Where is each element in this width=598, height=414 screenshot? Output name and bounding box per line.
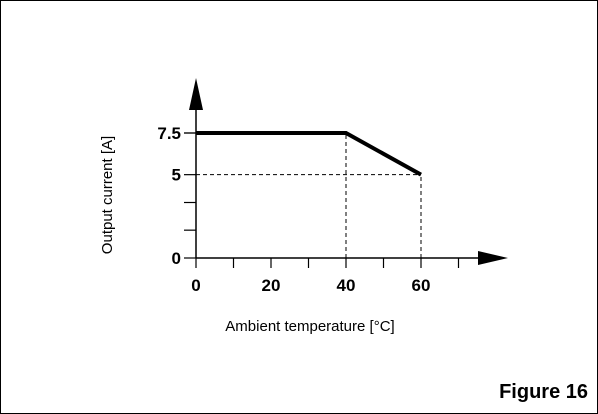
x-tick-label-20: 20 <box>262 276 281 295</box>
x-axis-arrowhead <box>478 251 508 265</box>
y-axis-title: Output current [A] <box>99 136 116 254</box>
tick-labels: 0 20 40 60 0 5 7.5 <box>157 124 430 295</box>
derating-curve <box>196 131 422 177</box>
figure-caption: Figure 16 <box>499 381 588 403</box>
axis-ticks <box>184 132 460 268</box>
x-tick-label-40: 40 <box>337 276 356 295</box>
y-tick-label-7.5: 7.5 <box>157 124 181 143</box>
dashed-reference-lines <box>196 133 422 258</box>
axes <box>189 78 508 265</box>
x-tick-label-0: 0 <box>191 276 200 295</box>
y-tick-label-5: 5 <box>172 166 181 185</box>
x-tick-label-60: 60 <box>412 276 431 295</box>
y-tick-label-0: 0 <box>172 249 181 268</box>
y-axis-arrowhead <box>189 78 203 110</box>
x-axis-title: Ambient temperature [°C] <box>225 318 394 335</box>
data-series <box>196 131 422 177</box>
